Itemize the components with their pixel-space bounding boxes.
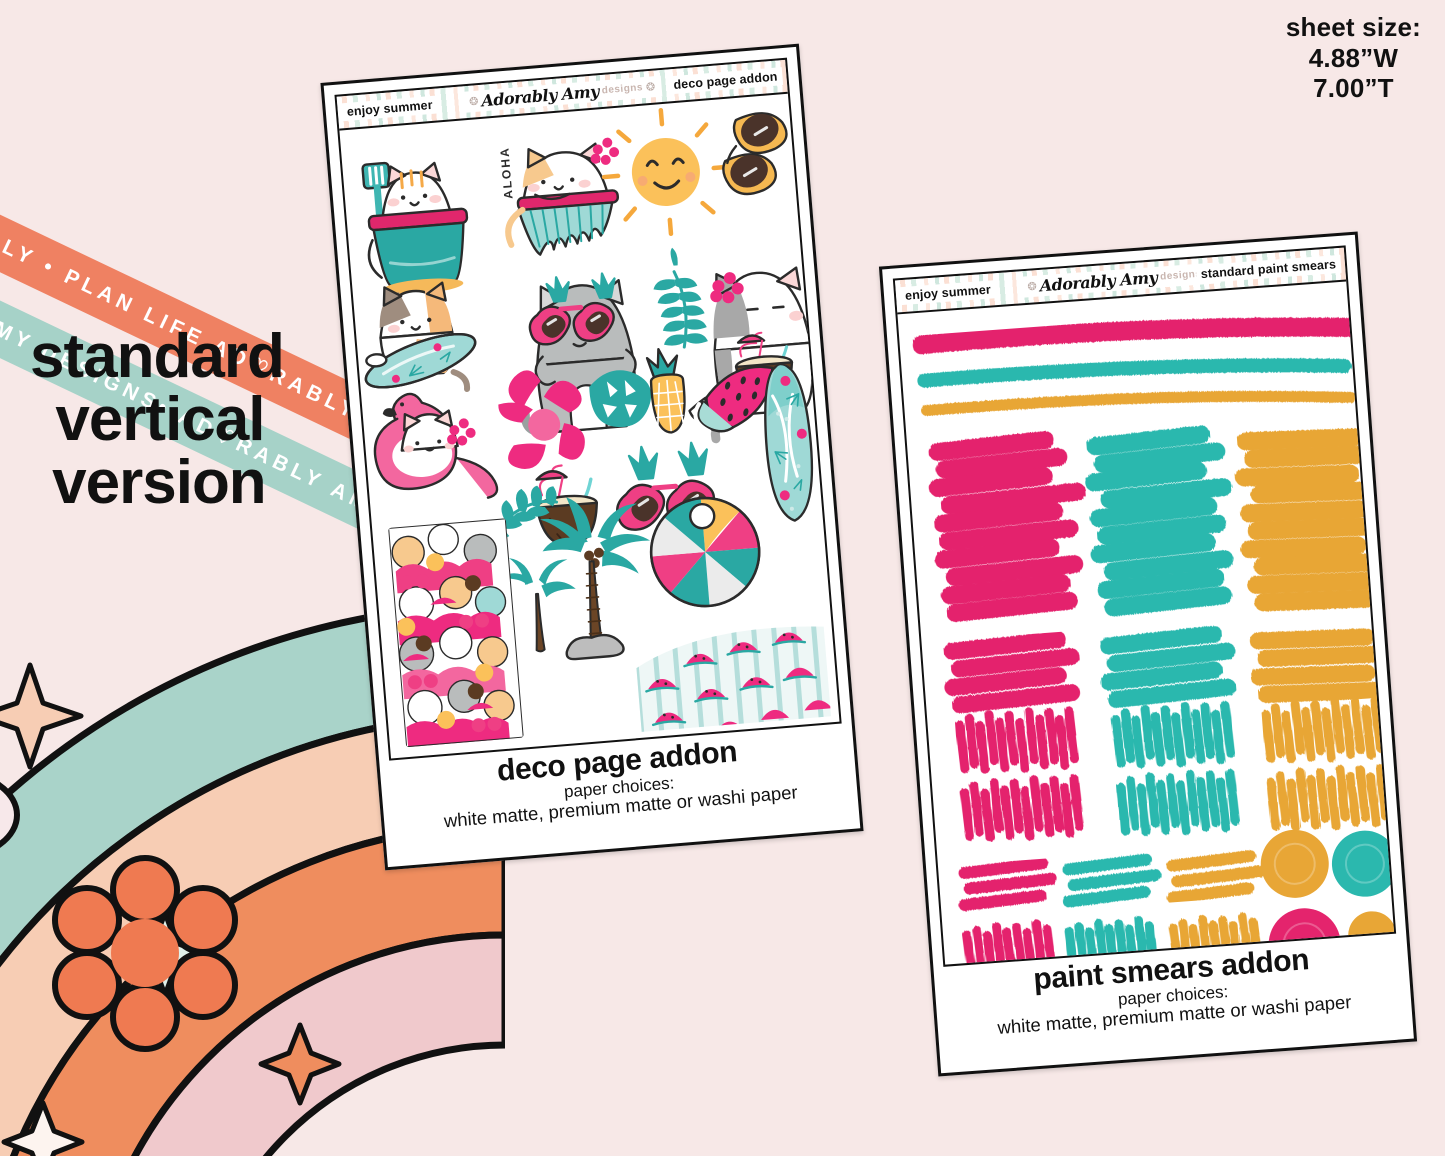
orange-flower: [52, 855, 238, 1052]
smear-scribble-band-teal-1: [1111, 701, 1235, 769]
sheet-size-width: 4.88”W: [1308, 42, 1399, 73]
flower-icon: ❂: [1027, 280, 1038, 294]
smear-short-block-gold: [1249, 628, 1387, 703]
sheet-size-height: 7.00”T: [1313, 73, 1394, 104]
smear-small-swipe-teal: [1062, 853, 1162, 908]
hibiscus-flower: [590, 137, 620, 165]
smears-sheet-inner-frame: enjoy summer ❂ Adorably Amy designs ❂ st…: [892, 245, 1397, 967]
brand-logo-script: Adorably Amy: [1038, 267, 1158, 296]
smear-short-block-teal: [1099, 625, 1237, 708]
smears-header-right-label: standard paint smears: [1195, 254, 1342, 284]
flower-icon: ❂: [468, 95, 479, 109]
paint-smears-svg: [912, 317, 1397, 967]
sticker-flamingo-float-cat: [373, 392, 499, 499]
smear-small-scribble-gold: [1168, 912, 1263, 967]
smear-tall-block-pink: [928, 430, 1086, 622]
sticker-sunglasses-gold: [722, 112, 788, 196]
brand-logo-script: Adorably Amy: [480, 81, 600, 111]
sticker-sheet-paint-smears[interactable]: enjoy summer ❂ Adorably Amy designs ❂ st…: [878, 231, 1418, 1077]
sticker-cat-with-surfboard: [364, 281, 477, 393]
deco-stickers-svg: ALOHA: [361, 107, 832, 748]
sticker-cat-in-bucket: [367, 161, 469, 294]
sticker-plumeria-flower: [498, 370, 585, 469]
smear-long-line-pink: [912, 317, 1360, 355]
smear-short-block-pink: [943, 631, 1081, 714]
svg-text:ALOHA: ALOHA: [497, 146, 515, 200]
sticker-monstera-leaf: [589, 370, 652, 427]
pineapple-leaves-right: [591, 272, 616, 300]
smiley-daisy-flower: [0, 782, 20, 848]
sparkle-star-orange: [258, 1022, 342, 1106]
smear-small-swipe-pink: [958, 857, 1058, 912]
retro-rainbow-decoration: [0, 575, 509, 1156]
sticker-spatula: [361, 161, 392, 218]
deco-sticker-area: ALOHA: [339, 94, 839, 760]
smear-circle-large-teal: [1331, 830, 1397, 897]
smear-scribble-band-gold-1: [1261, 695, 1386, 764]
smears-sticker-area: [897, 281, 1397, 967]
smear-scribble-band-gold-2: [1266, 763, 1391, 832]
smears-header-left-label: enjoy summer: [899, 280, 997, 306]
pineapple-leaves-left: [545, 276, 570, 303]
version-note-line2: vertical: [55, 385, 265, 455]
flower-icon: ❂: [645, 81, 656, 94]
deco-header-left-label: enjoy summer: [341, 95, 439, 122]
sticker-palm-frond: [653, 247, 708, 349]
smear-long-line-teal: [917, 358, 1352, 388]
smear-scribble-band-teal-2: [1116, 768, 1240, 837]
sticker-cat-collage-strip: [388, 518, 524, 748]
sticker-beach-ball: [649, 496, 761, 608]
sticker-pineapple: [645, 347, 686, 434]
version-note-line3: version: [52, 448, 267, 518]
sticker-palm-tree: [500, 497, 651, 661]
smear-tall-block-teal: [1085, 425, 1234, 617]
sticker-aloha-hula-cat: ALOHA: [497, 137, 620, 256]
smear-small-scribble-teal: [1064, 915, 1159, 967]
rainbow-svg: [0, 601, 509, 1156]
heart-sunglasses-pink: [528, 301, 615, 346]
sheet-size-block: sheet size: 4.88”W 7.00”T: [1286, 12, 1421, 104]
smear-small-swipe-gold: [1166, 850, 1266, 904]
smear-scribble-band-pink-2: [960, 774, 1084, 842]
sparkle-star-peach: [0, 662, 84, 770]
sticker-sheet-deco-page[interactable]: enjoy summer ❂ Adorably Amy designs ❂ de…: [320, 43, 864, 871]
smear-scribble-band-pink-1: [955, 706, 1079, 774]
hibiscus-flower: [710, 272, 744, 304]
smear-long-line-gold: [921, 390, 1357, 417]
deco-header-right-label: deco page addon: [667, 67, 784, 95]
sticker-watermelon-slice: [688, 365, 774, 434]
version-note: standard vertical version: [30, 322, 285, 518]
brand-logo-sub: designs: [601, 82, 644, 97]
deco-sheet-inner-frame: enjoy summer ❂ Adorably Amy designs ❂ de…: [334, 57, 842, 761]
smear-tall-block-gold: [1235, 428, 1383, 612]
smear-circle-large-gold: [1260, 829, 1329, 898]
smear-small-scribble-pink: [962, 919, 1057, 967]
sparkle-star-white: [1, 1100, 85, 1156]
rainbow-band-pink: [131, 931, 509, 1156]
sheet-size-label: sheet size:: [1285, 12, 1421, 42]
sticker-pineapple-heart-glasses-cat: [520, 272, 637, 437]
sticker-sun: [601, 107, 730, 237]
version-note-line1: standard: [30, 322, 285, 391]
sticker-surfboard: [764, 364, 814, 522]
